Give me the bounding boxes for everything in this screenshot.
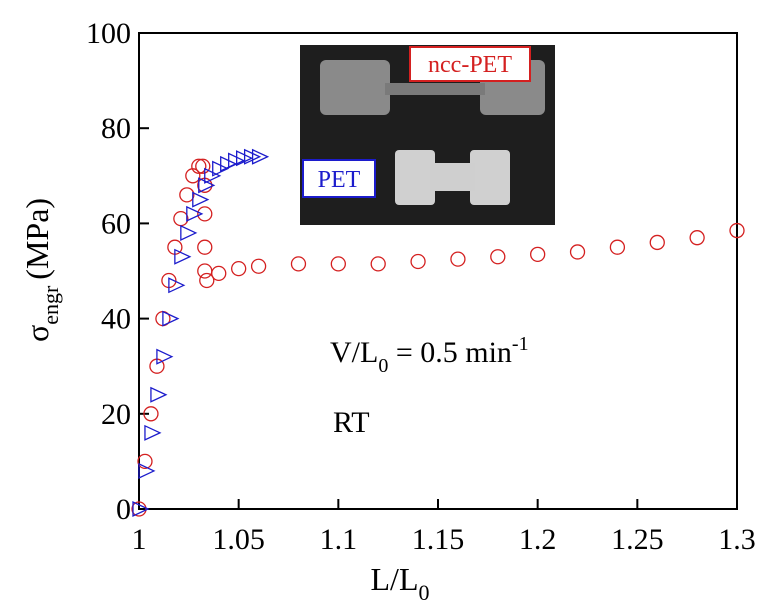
annotation: RT <box>333 406 370 439</box>
data-point <box>191 158 207 174</box>
data-point <box>195 158 211 174</box>
data-point <box>250 258 267 274</box>
x-tick-label: 1.2 <box>519 523 557 556</box>
inset-label-box <box>302 159 376 198</box>
x-tick-label: 1.3 <box>718 523 756 556</box>
data-point <box>729 222 745 239</box>
x-tick-label: 1.1 <box>320 523 358 556</box>
y-tick-label: 40 <box>101 303 131 336</box>
y-tick-label: 100 <box>86 17 131 50</box>
y-tick-label: 80 <box>101 112 131 145</box>
data-point <box>199 272 215 289</box>
data-point <box>180 224 198 241</box>
data-point <box>173 210 189 227</box>
data-point <box>490 249 506 265</box>
data-point <box>530 246 546 262</box>
data-point <box>162 310 180 327</box>
data-point <box>211 265 227 282</box>
data-point <box>143 406 159 422</box>
data-point <box>231 260 247 277</box>
data-point <box>150 386 168 403</box>
data-point <box>649 234 665 251</box>
data-point <box>192 191 210 208</box>
data-point <box>197 239 213 255</box>
data-point <box>131 501 147 517</box>
data-point <box>132 500 150 518</box>
data-point <box>330 256 346 272</box>
annotation: V/L0 = 0.5 min-1 <box>330 333 529 377</box>
data-point <box>689 230 705 246</box>
data-point <box>290 256 307 272</box>
data-point <box>137 453 153 470</box>
y-tick-label: 20 <box>101 398 131 431</box>
data-point <box>370 256 386 272</box>
data-point <box>156 348 174 365</box>
data-point <box>251 148 270 165</box>
data-point <box>197 206 213 222</box>
data-point <box>450 251 466 267</box>
data-point <box>168 277 186 294</box>
data-point <box>138 462 156 479</box>
x-tick-label: 1 <box>132 523 147 556</box>
x-axis-label: L/L0 <box>371 561 430 605</box>
y-tick-label: 0 <box>116 493 131 526</box>
y-tick-label: 60 <box>101 207 131 240</box>
data-point <box>197 263 213 279</box>
data-point <box>569 244 586 260</box>
x-tick-label: 1.25 <box>611 523 664 556</box>
data-point <box>186 205 204 222</box>
data-point <box>410 253 426 270</box>
data-point <box>174 248 192 265</box>
data-point <box>179 187 195 203</box>
inset-label: PET <box>318 167 361 193</box>
inset-label-box <box>409 46 531 82</box>
y-axis-label: σengr(MPa) <box>19 198 63 342</box>
x-tick-label: 1.15 <box>412 523 465 556</box>
data-point <box>609 239 626 255</box>
data-point <box>144 424 162 441</box>
x-tick-label: 1.05 <box>212 523 265 556</box>
inset-label: ncc-PET <box>428 52 512 78</box>
